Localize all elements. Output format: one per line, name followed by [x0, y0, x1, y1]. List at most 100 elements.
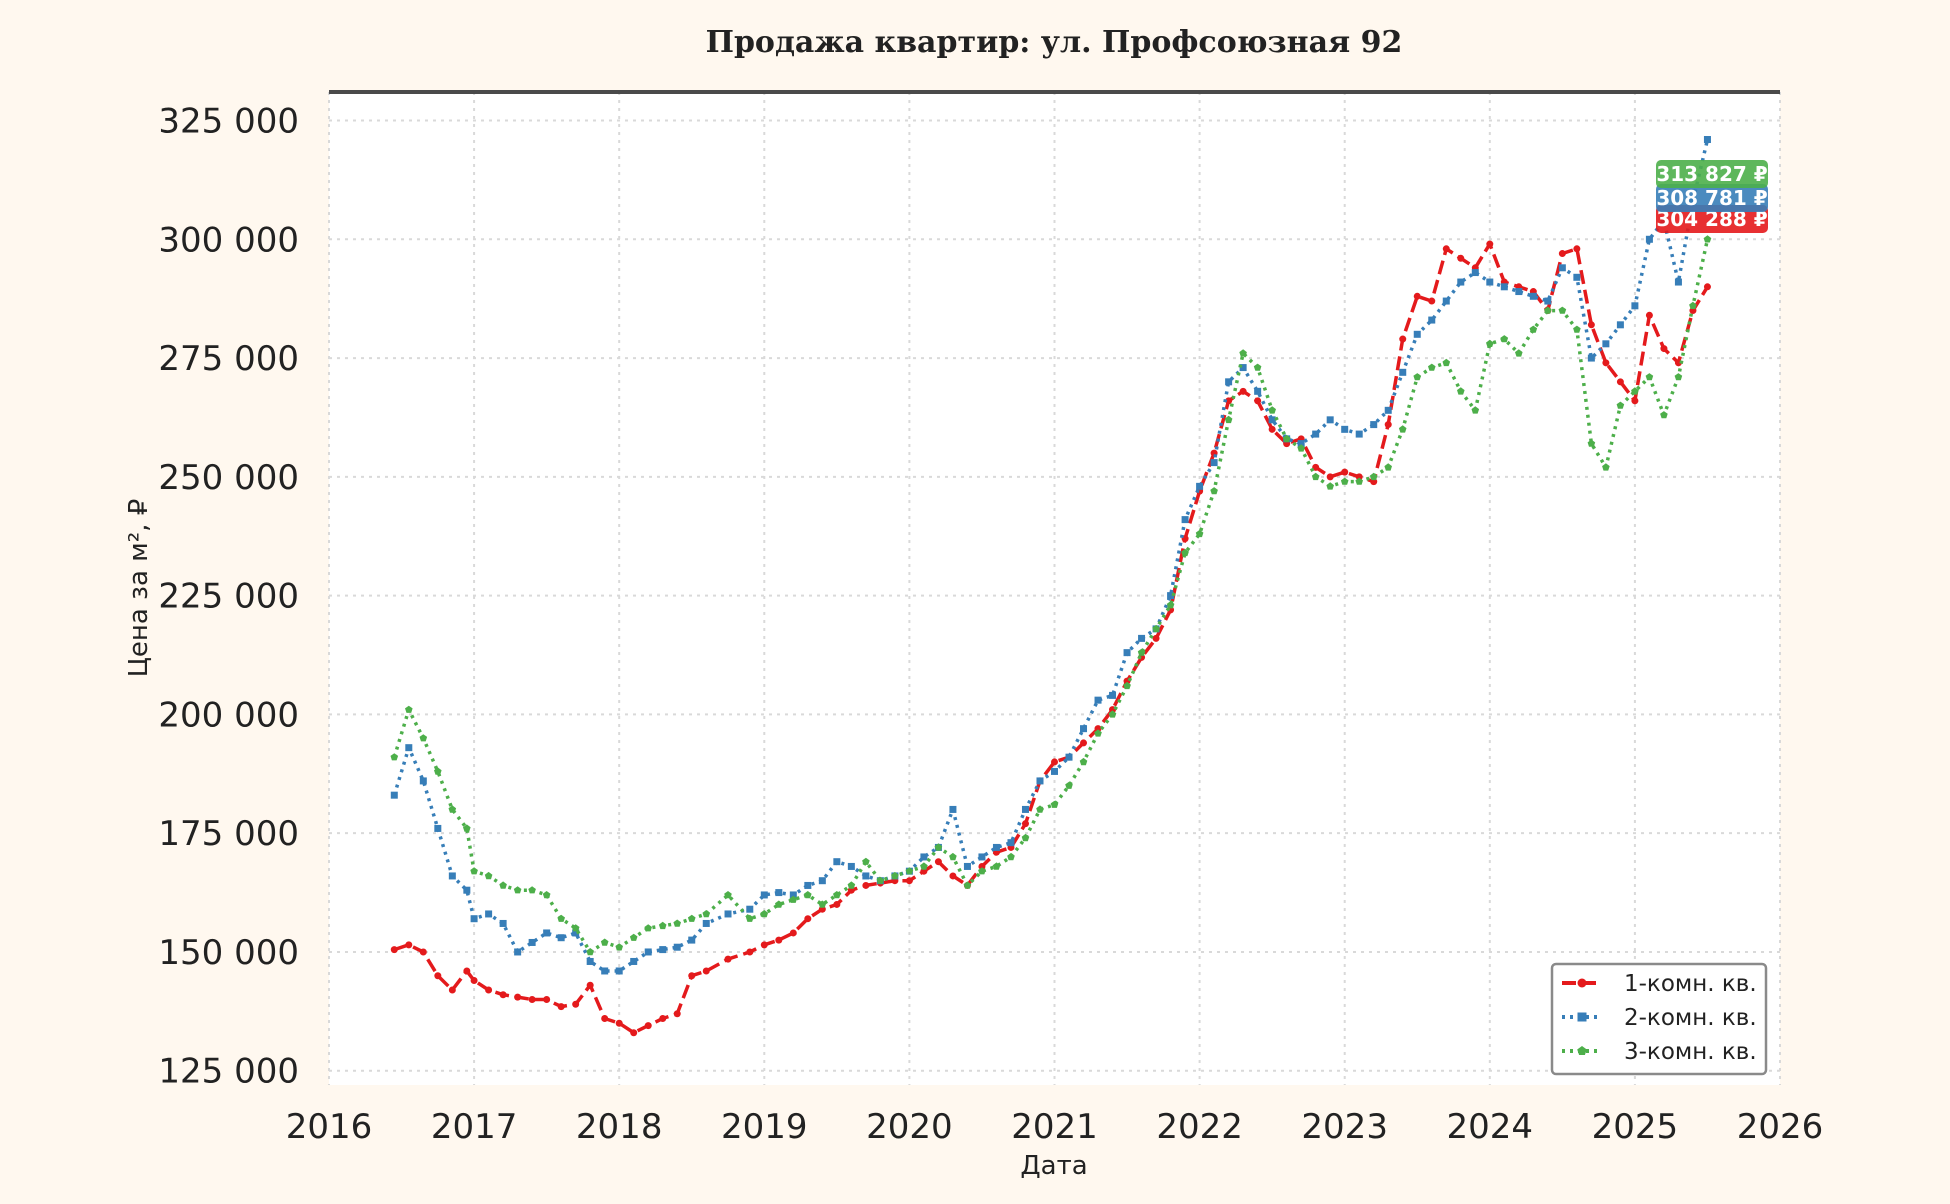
data-point — [1021, 820, 1029, 828]
data-point — [1689, 301, 1697, 309]
data-point — [920, 862, 928, 870]
data-point — [405, 744, 413, 752]
data-point — [1021, 805, 1029, 813]
data-point — [1602, 340, 1610, 348]
data-point — [949, 805, 957, 813]
data-point — [1631, 387, 1639, 395]
data-point — [557, 934, 565, 942]
data-point — [1268, 416, 1276, 424]
data-point — [1577, 1046, 1587, 1055]
data-point — [1297, 444, 1305, 452]
data-point — [789, 895, 798, 903]
data-point — [862, 857, 870, 865]
data-point — [1341, 468, 1349, 476]
data-point — [630, 957, 638, 965]
data-point — [514, 948, 522, 956]
data-point — [1500, 283, 1508, 291]
data-point — [746, 905, 754, 913]
data-point — [775, 936, 783, 944]
data-point — [1674, 373, 1683, 381]
y-axis-label: Цена за м², ₽ — [124, 499, 154, 678]
data-point — [528, 886, 536, 894]
y-tick-label: 175 000 — [158, 814, 299, 854]
x-tick-label: 2022 — [1156, 1107, 1243, 1147]
data-point — [586, 981, 594, 989]
data-point — [1210, 459, 1218, 467]
data-point — [1326, 482, 1334, 490]
chart-title: Продажа квартир: ул. Профсоюзная 92 — [706, 25, 1403, 60]
y-tick-label: 200 000 — [158, 695, 299, 735]
value-badge — [1656, 160, 1768, 188]
data-point — [847, 881, 856, 889]
data-point — [1413, 292, 1421, 300]
data-point — [1660, 345, 1668, 353]
data-point — [659, 946, 667, 954]
data-point — [818, 900, 827, 908]
data-point — [1558, 306, 1567, 314]
data-point — [615, 967, 623, 975]
data-point — [1051, 767, 1058, 775]
data-point — [789, 929, 797, 937]
y-tick-label: 250 000 — [158, 458, 299, 498]
x-tick-label: 2020 — [866, 1107, 953, 1147]
data-point — [1660, 411, 1668, 419]
data-point — [673, 1010, 681, 1018]
data-point — [833, 891, 841, 899]
data-point — [1050, 800, 1059, 808]
data-point — [1544, 297, 1552, 305]
data-point — [1471, 269, 1479, 277]
data-point — [1631, 302, 1639, 310]
data-point — [615, 1019, 623, 1027]
y-tick-label: 275 000 — [158, 339, 299, 379]
data-point — [1486, 240, 1494, 248]
data-point — [1036, 805, 1044, 813]
data-point — [1007, 839, 1015, 847]
data-point — [1239, 387, 1247, 395]
x-tick-label: 2018 — [576, 1107, 663, 1147]
series-2 — [390, 136, 1711, 975]
data-point — [1282, 434, 1291, 443]
data-point — [862, 881, 870, 889]
data-point — [1210, 487, 1218, 495]
data-point — [1065, 781, 1073, 789]
data-point — [1544, 306, 1552, 314]
data-point — [1573, 245, 1581, 253]
legend: 1-комн. кв. 2-комн. кв. 3-комн. кв. — [1550, 962, 1768, 1076]
data-point — [1079, 757, 1088, 766]
data-point — [934, 843, 943, 851]
data-point — [1616, 401, 1625, 409]
data-point — [644, 924, 652, 932]
y-axis-ticks: 125 000 150 000 175 000 200 000 225 000 250 0… — [158, 102, 299, 1092]
value-badge-label: 308 781 ₽ — [1656, 186, 1767, 210]
data-point — [434, 767, 442, 775]
data-point — [1500, 335, 1509, 343]
data-point — [949, 852, 957, 861]
data-point — [1457, 278, 1465, 286]
x-tick-label: 2025 — [1592, 1107, 1679, 1147]
data-point — [789, 891, 797, 899]
data-point — [724, 955, 732, 963]
data-point — [1573, 325, 1581, 333]
data-point — [586, 948, 594, 956]
data-point — [1094, 725, 1102, 733]
data-point — [543, 995, 551, 1003]
x-axis-ticks: 2016 2017 2018 2019 2020 2021 2022 2023 2024 2025… — [286, 1107, 1824, 1147]
data-point — [1253, 363, 1262, 371]
value-badge — [1656, 184, 1768, 212]
data-point — [390, 791, 398, 799]
data-point — [1355, 430, 1363, 438]
data-point — [557, 1003, 565, 1011]
x-tick-label: 2016 — [286, 1107, 373, 1147]
data-point — [463, 967, 471, 975]
data-point — [1167, 592, 1175, 600]
data-point — [760, 941, 768, 949]
data-point — [673, 943, 681, 951]
data-point — [419, 734, 428, 742]
data-point — [572, 1000, 580, 1008]
data-point — [804, 891, 812, 899]
legend-label: 3-комн. кв. — [1624, 1039, 1757, 1065]
data-point — [405, 941, 413, 949]
data-point — [499, 991, 507, 999]
data-point — [1166, 601, 1175, 609]
